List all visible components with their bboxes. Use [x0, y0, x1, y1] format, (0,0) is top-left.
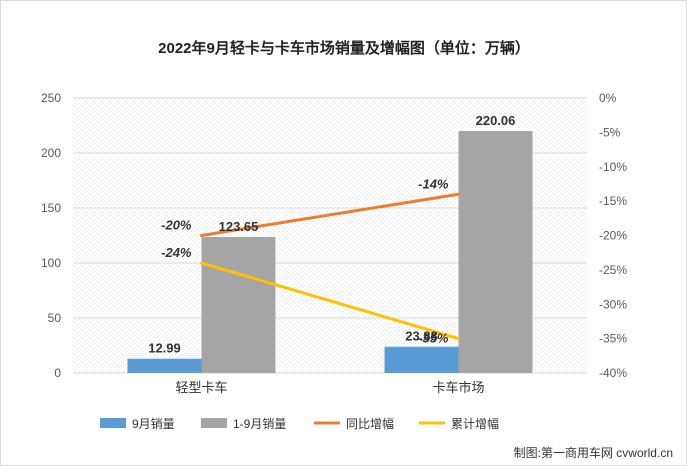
bar-cumulative: [201, 236, 276, 373]
legend-swatch: [201, 418, 227, 428]
bar-cumulative: [458, 130, 533, 373]
line-value-label: -35%: [418, 331, 449, 346]
legend: 9月销量 1-9月销量 同比增幅 累计增幅: [100, 416, 499, 431]
left-axis-ticks: 0 50 100 150 200 250: [41, 91, 61, 380]
left-tick-label: 150: [41, 201, 61, 215]
category-labels: 轻型卡车 卡车市场: [175, 380, 484, 395]
bar-value-label: 220.06: [476, 113, 516, 128]
category-label: 轻型卡车: [175, 380, 227, 395]
right-tick-label: -25%: [599, 263, 627, 277]
data-labels: 12.99 23.88 123.65 220.06 -20% -14% -24% -35%: [148, 113, 515, 356]
right-tick-label: -40%: [599, 366, 627, 380]
legend-label: 同比增幅: [346, 416, 394, 431]
line-value-label: -14%: [418, 176, 449, 191]
left-tick-label: 0: [54, 366, 61, 380]
right-tick-label: -30%: [599, 297, 627, 311]
bar-monthly: [127, 358, 202, 373]
lines: [200, 192, 460, 341]
line-cumulative: [200, 261, 460, 341]
left-tick-label: 100: [41, 256, 61, 270]
bar-monthly: [384, 346, 459, 373]
right-tick-label: 0%: [599, 91, 617, 105]
legend-label: 1-9月销量: [233, 417, 286, 431]
right-tick-label: -20%: [599, 229, 627, 243]
line-value-label: -20%: [161, 218, 192, 233]
bar-value-label: 123.65: [219, 219, 259, 234]
legend-label: 累计增幅: [451, 416, 499, 431]
legend-label: 9月销量: [132, 417, 175, 431]
line-value-label: -24%: [161, 245, 192, 260]
category-label: 卡车市场: [432, 380, 484, 395]
line-yoy: [200, 192, 460, 237]
right-tick-label: -35%: [599, 332, 627, 346]
bar-value-label: 23.88: [405, 329, 438, 344]
right-tick-label: -10%: [599, 160, 627, 174]
source-note: 制图:第一商用车网 cvworld.cn: [514, 445, 673, 460]
chart-title: 2022年9月轻卡与卡车市场销量及增幅图（单位：万辆）: [158, 39, 530, 57]
left-tick-label: 250: [41, 91, 61, 105]
right-axis-ticks: -40% -35% -30% -25% -20% -15% -10% -5% 0%: [599, 91, 627, 380]
bars: [127, 130, 533, 373]
left-tick-label: 50: [48, 311, 62, 325]
right-tick-label: -5%: [599, 125, 621, 139]
legend-swatch: [100, 418, 126, 428]
left-tick-label: 200: [41, 146, 61, 160]
right-tick-label: -15%: [599, 194, 627, 208]
bar-value-label: 12.99: [148, 341, 181, 356]
